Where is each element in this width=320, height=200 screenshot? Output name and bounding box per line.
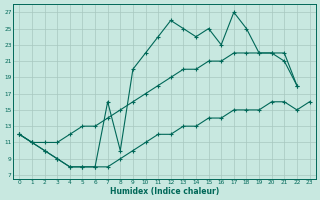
X-axis label: Humidex (Indice chaleur): Humidex (Indice chaleur) bbox=[110, 187, 219, 196]
